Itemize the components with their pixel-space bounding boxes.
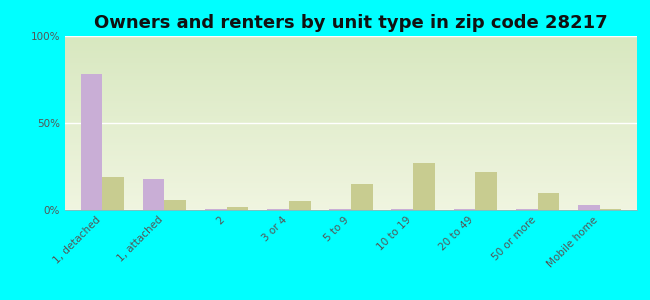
Bar	[391, 209, 413, 210]
Bar	[454, 209, 475, 210]
Bar	[102, 177, 124, 210]
Bar	[289, 201, 311, 210]
Bar	[143, 179, 164, 210]
Bar	[515, 209, 538, 210]
Title: Owners and renters by unit type in zip code 28217: Owners and renters by unit type in zip c…	[94, 14, 608, 32]
Bar	[538, 193, 559, 210]
Bar	[330, 209, 351, 210]
Bar	[81, 74, 102, 210]
Bar	[413, 163, 435, 210]
Bar	[164, 200, 187, 210]
Bar	[578, 205, 600, 210]
Bar	[205, 209, 227, 210]
Bar	[351, 184, 372, 210]
Bar	[267, 209, 289, 210]
Bar	[600, 209, 621, 210]
Bar	[475, 172, 497, 210]
Bar	[227, 207, 248, 210]
